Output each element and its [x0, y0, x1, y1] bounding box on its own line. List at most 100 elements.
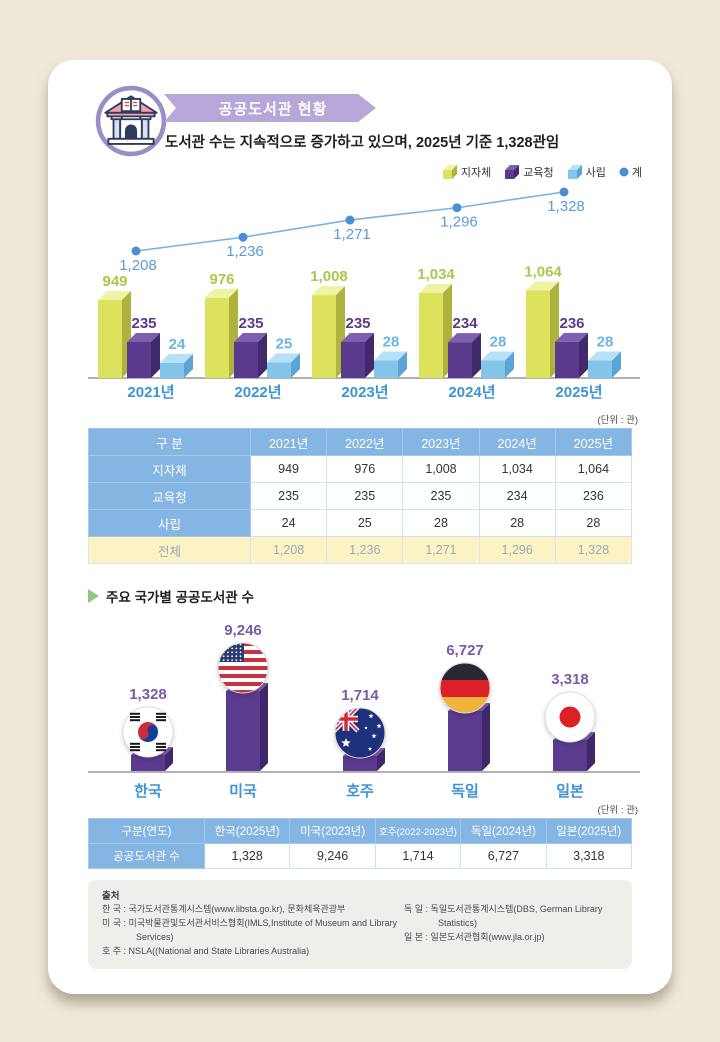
table-cell: 1,271 — [402, 536, 480, 564]
total-value-label: 1,208 — [119, 257, 157, 274]
table-header-cell: 일본(2025년) — [545, 818, 633, 844]
bar-value-label: 25 — [276, 335, 293, 352]
section-title-countries: 주요 국가별 공공도서관 수 — [88, 586, 254, 606]
table-cell: 1,008 — [402, 455, 480, 483]
bar-사립 — [374, 360, 398, 378]
table-header-cell: 미국(2023년) — [289, 818, 376, 844]
table-cell: 1,064 — [554, 455, 633, 483]
country-libraries-table: 구분(연도) 한국(2025년) 미국(2023년) 호주(2022-2023년… — [88, 818, 633, 869]
country-name-label: 독일 — [451, 783, 479, 800]
bar-group-2025년: 1,064 236 28 2025년 — [524, 264, 621, 401]
page-title-banner: 공공도서관 현황 — [164, 94, 376, 122]
country-name-label: 한국 — [134, 783, 162, 800]
total-line-dot — [559, 187, 569, 197]
sources-left-column: 한 국 : 국가도서관통계시스템(www.libsta.go.kr), 문화체육… — [102, 903, 404, 959]
table-header-cell: 호주(2022-2023년) — [374, 818, 462, 844]
bar-사립 — [160, 363, 184, 378]
chart-legend: 지자체 교육청 사립 계 — [442, 164, 642, 180]
legend-item: 교육청 — [504, 164, 554, 180]
table-header-cell: 2025년 — [554, 428, 633, 456]
legend-cube-icon — [567, 165, 582, 179]
table-total-row: 전체 1,208 1,236 1,271 1,296 1,328 — [88, 536, 633, 564]
total-value-label: 1,296 — [440, 214, 478, 231]
total-value-label: 1,271 — [333, 226, 371, 243]
yearly-libraries-chart: 949 235 24 2021년 976 235 25 2022년 1,008 235 28 2023… — [88, 186, 640, 404]
sources-right-column: 독 일 : 독일도서관통계시스템(DBS, German Library Sta… — [404, 903, 618, 959]
legend-label: 사립 — [585, 167, 606, 179]
table-cell: 234 — [478, 482, 556, 510]
table-cell: 1,714 — [374, 843, 462, 869]
country-name-label: 미국 — [229, 783, 257, 800]
bar-교육청 — [555, 341, 579, 378]
table-cell: 28 — [554, 509, 633, 537]
legend-dot-icon — [619, 167, 629, 177]
table-cell: 236 — [554, 482, 633, 510]
table-cell: 24 — [249, 509, 328, 537]
table-cell: 3,318 — [545, 843, 633, 869]
legend-item: 계 — [619, 164, 642, 180]
total-line-dot — [131, 246, 141, 256]
bar-지자체 — [98, 299, 122, 378]
table-cell: 976 — [326, 455, 404, 483]
legend-cube-icon — [442, 165, 457, 179]
flag-kr-icon — [122, 706, 174, 758]
country-name-label: 호주 — [346, 783, 374, 800]
table-cell: 949 — [249, 455, 328, 483]
bar-value-label: 1,034 — [417, 266, 455, 283]
table-header-cell: 2024년 — [478, 428, 556, 456]
total-line-dot — [345, 215, 355, 225]
table-header-row: 구 분 2021년 2022년 2023년 2024년 2025년 — [88, 428, 633, 456]
bar-지자체 — [312, 295, 336, 378]
legend-label: 지자체 — [460, 167, 492, 179]
table-cell: 1,034 — [478, 455, 556, 483]
bar-value-label: 949 — [102, 273, 127, 290]
flag-us — [217, 642, 269, 699]
source-line: 미 국 : 미국박물관및도서관서비스협회(IMLS,Institute of M… — [102, 917, 398, 942]
table-header-cell: 독일(2024년) — [460, 818, 547, 844]
table-cell: 1,328 — [554, 536, 633, 564]
yearly-libraries-table: 구 분 2021년 2022년 2023년 2024년 2025년 지자체 94… — [88, 428, 633, 564]
page-subtitle: 도서관 수는 지속적으로 증가하고 있으며, 2025년 기준 1,328관임 — [165, 135, 560, 151]
chart-baseline — [88, 771, 640, 773]
section-title-text: 주요 국가별 공공도서관 수 — [106, 590, 254, 605]
table-header-cell: 구 분 — [88, 428, 251, 456]
flag-au — [334, 707, 386, 764]
bar-group-2021년: 949 235 24 2021년 — [98, 273, 193, 401]
table-header-cell: 2023년 — [402, 428, 480, 456]
flag-au-icon — [334, 707, 386, 759]
table-cell: 1,296 — [478, 536, 556, 564]
bar-value-label: 1,008 — [310, 268, 348, 285]
table-header-cell: 구분(연도) — [88, 818, 205, 844]
total-line-dot — [238, 232, 248, 242]
table-cell: 235 — [249, 482, 328, 510]
source-line: 독 일 : 독일도서관통계시스템(DBS, German Library Sta… — [404, 904, 603, 928]
table-header-cell: 한국(2025년) — [203, 818, 291, 844]
bar-value-label: 235 — [345, 315, 370, 332]
table-cell: 25 — [326, 509, 404, 537]
green-triangle-icon — [88, 589, 99, 603]
infographic-card: 공공도서관 현황 도서관 수는 지속적으로 증가하고 있으며, 2025년 기준… — [48, 60, 672, 994]
table-cell: 6,727 — [460, 843, 547, 869]
table-cell: 28 — [402, 509, 480, 537]
category-label: 2024년 — [448, 384, 495, 401]
legend-label: 계 — [631, 167, 642, 179]
source-line: 일 본 : 일본도서관협회(www.jla.or.jp) — [404, 931, 545, 942]
flag-de-icon — [439, 662, 491, 714]
table-cell: 235 — [326, 482, 404, 510]
country-libraries-chart: 1,328 한국 9,246 미국 1,714 호주 6,727 독일 — [88, 610, 640, 810]
category-label: 2021년 — [127, 384, 174, 401]
sources-title: 출처 — [102, 891, 120, 902]
row-label: 사립 — [88, 509, 251, 537]
bar-교육청 — [448, 342, 472, 378]
table-row: 지자체 949 976 1,008 1,034 1,064 — [88, 455, 633, 483]
table-cell: 9,246 — [289, 843, 376, 869]
bar-value-label: 236 — [559, 315, 584, 332]
bar-value-label: 235 — [238, 315, 263, 332]
unit-label-1: (단위 : 관) — [597, 415, 638, 426]
source-line: 한 국 : 국가도서관통계시스템(www.libsta.go.kr), 문화체육… — [102, 904, 346, 914]
unit-label-2: (단위 : 관) — [597, 805, 638, 816]
legend-item: 사립 — [567, 164, 606, 180]
table-cell: 28 — [478, 509, 556, 537]
page-title: 공공도서관 현황 — [218, 100, 328, 118]
